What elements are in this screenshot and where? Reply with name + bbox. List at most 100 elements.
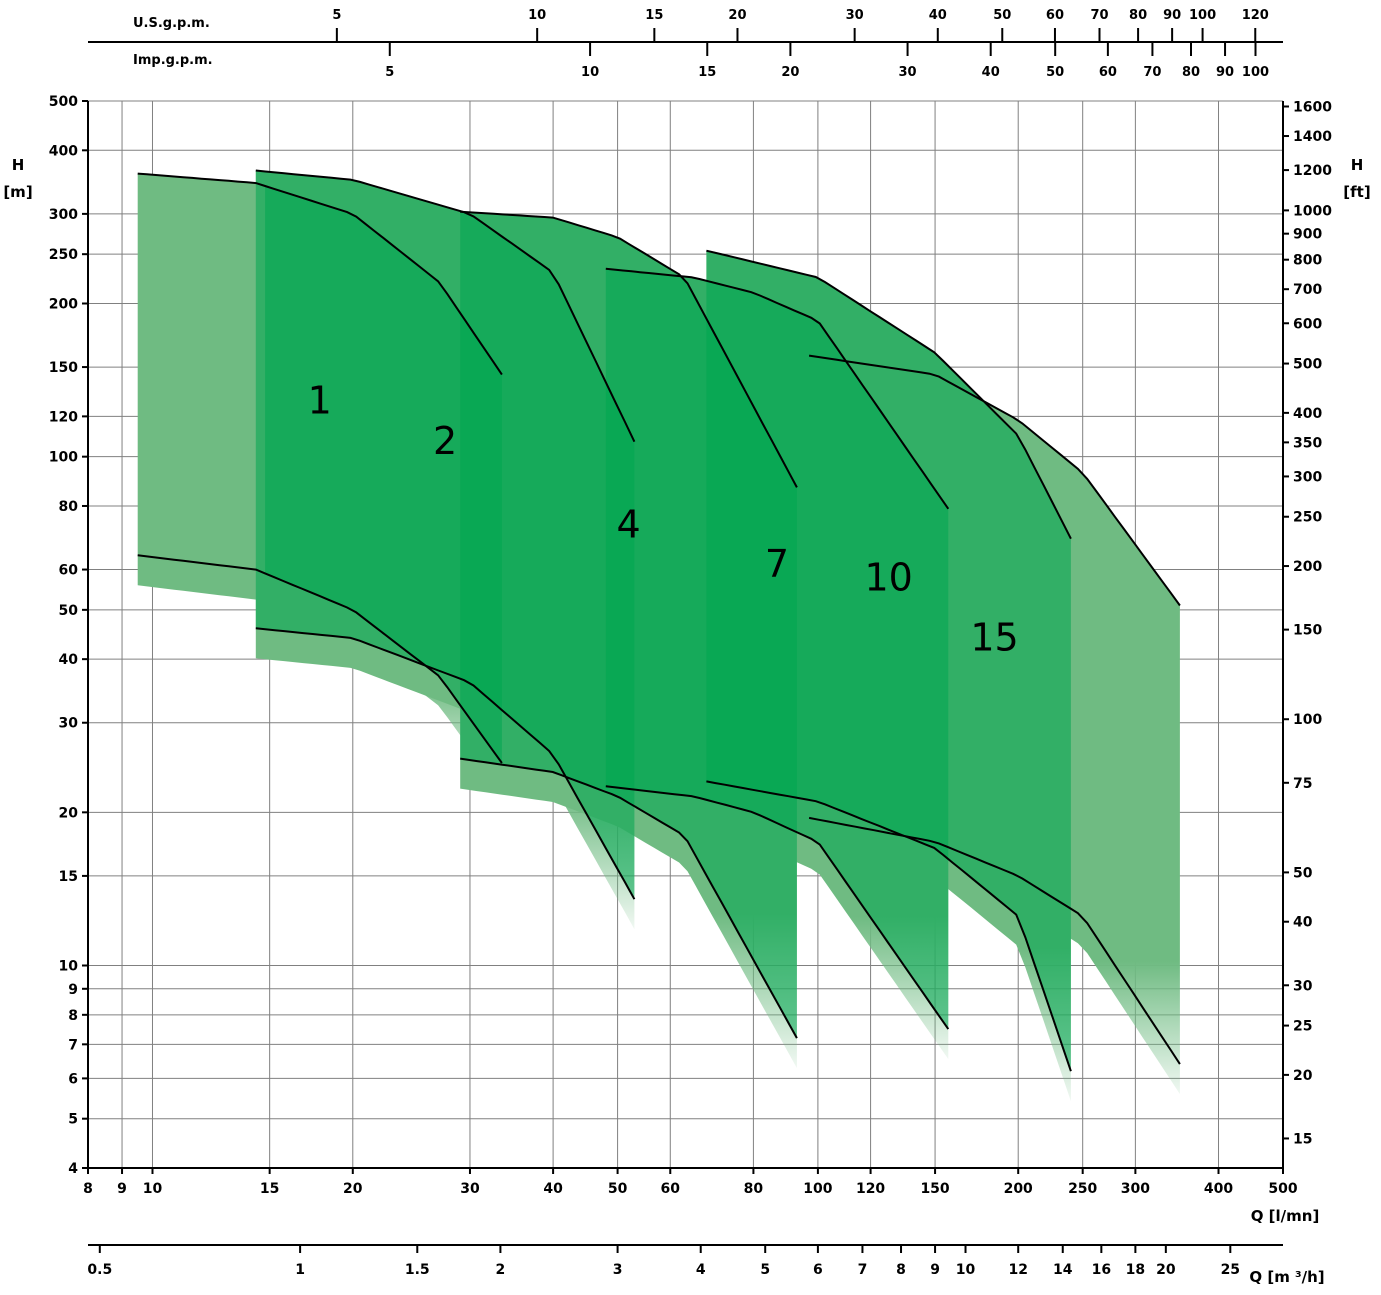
y-ft-tick-label: 1400 xyxy=(1293,129,1332,145)
y-tick-label: 40 xyxy=(59,652,79,668)
usgpm-tick-label: 90 xyxy=(1163,8,1181,23)
y-ft-tick-label: 40 xyxy=(1293,915,1313,931)
x-tick-label: 40 xyxy=(543,1181,563,1197)
y-tick-label: 120 xyxy=(49,409,78,425)
series-labels: 1 2 4 7 10 15 xyxy=(308,379,1019,660)
usgpm-axis-label: U.S.g.p.m. xyxy=(133,16,210,31)
y-ft-tick-label: 50 xyxy=(1293,865,1313,881)
impgpm-tick-label: 20 xyxy=(781,65,799,80)
y-tick-label: 50 xyxy=(59,603,79,619)
curve-4-max xyxy=(460,210,798,488)
y-ft-tick-label: 900 xyxy=(1293,227,1322,243)
curve-1-min xyxy=(137,554,503,764)
series-label-10: 10 xyxy=(864,555,912,599)
usgpm-tick-label: 100 xyxy=(1189,8,1216,23)
y-tick-label: 8 xyxy=(68,1008,78,1024)
m3h-tick-label: 9 xyxy=(930,1262,940,1278)
x-tick-label: 50 xyxy=(608,1181,628,1197)
y-ft-tick-label: 1000 xyxy=(1293,203,1332,219)
x-tick-label: 400 xyxy=(1204,1181,1233,1197)
y-ft-tick-label: 350 xyxy=(1293,435,1322,451)
y-ft-tick-label: 75 xyxy=(1293,776,1312,792)
y-ft-tick-label: 20 xyxy=(1293,1068,1313,1084)
y-ft-tick-label: 300 xyxy=(1293,469,1322,485)
x-tick-label: 8 xyxy=(83,1181,93,1197)
m3h-tick-label: 20 xyxy=(1156,1262,1176,1278)
impgpm-tick-label: 60 xyxy=(1099,65,1117,80)
impgpm-tick-label: 30 xyxy=(899,65,917,80)
x-tick-label: 15 xyxy=(260,1181,279,1197)
usgpm-tick-label: 5 xyxy=(332,8,341,23)
m3h-tick-label: 10 xyxy=(956,1262,976,1278)
m3h-tick-label: 4 xyxy=(696,1262,706,1278)
usgpm-tick-label: 70 xyxy=(1090,8,1108,23)
y-tick-label: 250 xyxy=(49,247,78,263)
series-label-15: 15 xyxy=(970,616,1018,660)
y-tick-label: 200 xyxy=(49,296,78,312)
y-tick-label: 6 xyxy=(68,1071,78,1087)
y-tick-label: 300 xyxy=(49,207,78,223)
y-ft-tick-label: 500 xyxy=(1293,357,1322,373)
curve-10-max xyxy=(706,249,1072,540)
y-ft-tick-label: 1200 xyxy=(1293,163,1332,179)
impgpm-tick-label: 5 xyxy=(385,65,394,80)
series-label-7: 7 xyxy=(765,542,789,586)
curve-15-min xyxy=(808,816,1181,1065)
y-ft-axis-label-line1: H xyxy=(1351,156,1364,174)
x-axis-label: Q [l/mn] xyxy=(1251,1207,1320,1225)
impgpm-tick-label: 40 xyxy=(982,65,1000,80)
m3h-tick-label: 12 xyxy=(1008,1262,1027,1278)
curve-4-min xyxy=(460,757,798,1039)
impgpm-tick-label: 80 xyxy=(1182,65,1200,80)
y-tick-label: 400 xyxy=(49,143,78,159)
y-tick-label: 100 xyxy=(49,450,78,466)
y-tick-label: 500 xyxy=(49,94,78,110)
curve-15-max xyxy=(808,354,1181,607)
curve-2-max xyxy=(255,169,636,443)
y-ft-tick-label: 30 xyxy=(1293,978,1313,994)
m3h-tick-label: 8 xyxy=(896,1262,906,1278)
y-tick-label: 5 xyxy=(68,1112,78,1128)
curve-7-max xyxy=(605,267,950,510)
m3h-tick-label: 18 xyxy=(1126,1262,1145,1278)
m3h-tick-label: 14 xyxy=(1053,1262,1073,1278)
curve-7-min xyxy=(605,785,950,1030)
x-tick-label: 20 xyxy=(343,1181,363,1197)
impgpm-tick-label: 10 xyxy=(581,65,599,80)
y-ft-tick-label: 200 xyxy=(1293,559,1322,575)
curve-2-min xyxy=(255,627,636,900)
y-axis-label-line1: H xyxy=(12,156,25,174)
y-ft-axis-label-line2: [ft] xyxy=(1343,183,1370,201)
m3h-tick-label: 0.5 xyxy=(87,1262,112,1278)
region-10-core xyxy=(706,250,1071,1072)
m3h-tick-label: 1 xyxy=(295,1262,305,1278)
m3h-tick-label: 7 xyxy=(858,1262,868,1278)
y-tick-label: 10 xyxy=(59,959,79,975)
m3h-tick-label: 3 xyxy=(613,1262,623,1278)
impgpm-tick-label: 90 xyxy=(1216,65,1234,80)
curve-1-max xyxy=(137,172,503,376)
x-tick-label: 30 xyxy=(460,1181,480,1197)
usgpm-tick-label: 80 xyxy=(1129,8,1147,23)
x-tick-label: 120 xyxy=(856,1181,885,1197)
usgpm-tick-label: 120 xyxy=(1242,8,1269,23)
y-ft-tick-label: 100 xyxy=(1293,712,1322,728)
x-tick-label: 9 xyxy=(117,1181,127,1197)
x-m3h-axis-label: Q [m ³/h] xyxy=(1249,1268,1324,1286)
usgpm-tick-label: 60 xyxy=(1046,8,1064,23)
y-ft-tick-label: 600 xyxy=(1293,316,1322,332)
usgpm-tick-label: 50 xyxy=(993,8,1011,23)
curve-10-min xyxy=(706,780,1072,1072)
impgpm-axis-label: Imp.g.p.m. xyxy=(133,53,213,68)
y-ft-tick-label: 25 xyxy=(1293,1019,1312,1035)
axes: 4567891015203040506080100120150200250300… xyxy=(49,8,1332,1278)
y-tick-label: 150 xyxy=(49,360,78,376)
usgpm-tick-label: 30 xyxy=(846,8,864,23)
x-tick-label: 80 xyxy=(744,1181,764,1197)
x-tick-label: 250 xyxy=(1068,1181,1097,1197)
series-label-4: 4 xyxy=(616,502,640,546)
x-tick-label: 300 xyxy=(1121,1181,1150,1197)
y-tick-label: 30 xyxy=(59,716,79,732)
x-tick-label: 500 xyxy=(1268,1181,1297,1197)
